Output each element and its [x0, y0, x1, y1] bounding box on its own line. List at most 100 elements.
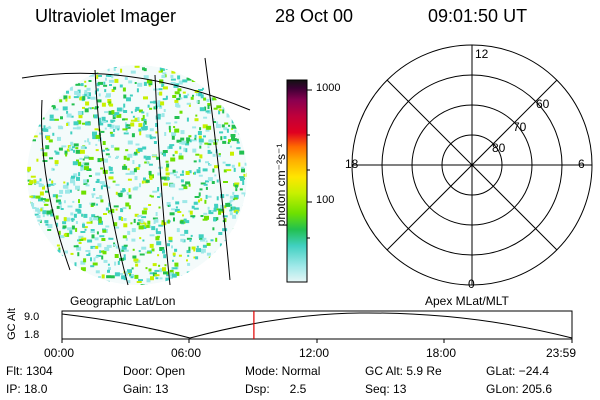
uv-speckle [104, 158, 108, 163]
uv-speckle [107, 269, 110, 273]
uv-speckle [36, 283, 42, 285]
uv-speckle [84, 166, 89, 171]
uv-speckle [77, 74, 80, 79]
door-readout: Door: Open [123, 364, 186, 378]
uv-speckle [191, 205, 195, 209]
uv-speckle [222, 94, 226, 97]
uv-speckle [182, 91, 186, 94]
uv-speckle [134, 186, 139, 189]
uv-speckle [243, 66, 247, 70]
uv-speckle [122, 118, 125, 121]
uv-speckle [245, 189, 247, 193]
uv-speckle [101, 274, 105, 279]
uv-speckle [86, 87, 91, 91]
uv-speckle [205, 180, 209, 183]
uv-speckle [178, 155, 184, 160]
uv-speckle [190, 215, 196, 218]
uv-speckle [106, 275, 112, 279]
uv-speckle [220, 67, 225, 70]
uv-speckle [182, 79, 188, 83]
uv-speckle [134, 274, 139, 279]
uv-speckle [133, 218, 136, 223]
uv-speckle [218, 210, 222, 215]
uv-speckle [246, 233, 247, 235]
uv-speckle [82, 226, 88, 229]
uv-speckle [233, 236, 237, 239]
uv-speckle [149, 234, 155, 237]
uv-speckle [29, 270, 32, 273]
uv-speckle [153, 141, 157, 144]
polar-grid [351, 44, 593, 286]
uv-speckle [241, 270, 246, 275]
geo-grid [21, 57, 251, 286]
uv-speckle [108, 245, 112, 248]
uv-speckle [101, 238, 106, 241]
uv-speckle [218, 267, 221, 272]
uv-speckle [159, 91, 163, 96]
uv-speckle [182, 214, 184, 217]
uv-speckle [132, 115, 135, 118]
uv-speckle [230, 82, 236, 87]
uv-speckle [176, 228, 180, 233]
uv-speckle [127, 153, 133, 158]
uv-speckle [246, 201, 247, 204]
uv-speckle [218, 153, 221, 156]
uv-speckle [224, 122, 229, 125]
uv-speckle [98, 121, 104, 126]
uv-speckle [49, 65, 52, 70]
mlat-label-80: 80 [492, 141, 506, 155]
uv-speckle [206, 252, 211, 256]
uv-speckle [235, 207, 240, 212]
uv-speckle [116, 113, 122, 118]
uv-speckle [161, 113, 165, 118]
uv-speckle [174, 91, 180, 95]
uv-speckle [239, 176, 245, 178]
uv-speckle [51, 252, 54, 256]
uv-speckle [53, 118, 59, 121]
uv-speckle [120, 249, 126, 252]
uv-speckle [155, 115, 161, 120]
uv-speckle [100, 199, 104, 203]
uv-speckle [129, 94, 133, 97]
uv-speckle [212, 118, 215, 121]
uv-speckle [240, 213, 245, 217]
uv-speckle [174, 128, 180, 133]
uv-speckle [61, 281, 67, 285]
glon-readout: GLon: 205.6 [486, 382, 553, 396]
uv-speckle [113, 66, 116, 71]
uv-speckle [102, 229, 107, 233]
uv-speckle [117, 128, 120, 131]
uv-speckle [155, 218, 159, 223]
uv-speckle [137, 82, 143, 87]
uv-speckle [70, 131, 73, 135]
uv-speckle [243, 223, 247, 226]
uv-speckle [194, 134, 197, 138]
uv-speckle [92, 131, 97, 136]
uv-speckle [58, 126, 64, 130]
uv-speckle [48, 93, 51, 98]
uv-speckle [70, 115, 74, 118]
uv-speckle [194, 196, 200, 198]
uv-speckle [205, 186, 208, 190]
uv-speckle [237, 247, 242, 251]
uv-speckle [42, 160, 48, 162]
uv-speckle [154, 269, 160, 272]
uv-speckle [58, 147, 63, 151]
uv-speckle [232, 252, 235, 257]
uv-speckle [44, 220, 49, 224]
uv-speckle [198, 135, 202, 139]
uv-speckle [243, 222, 247, 227]
uv-speckle [242, 181, 245, 185]
uv-speckle [38, 197, 43, 202]
uv-speckle [181, 170, 184, 174]
uv-speckle [224, 127, 228, 131]
uv-speckle [99, 158, 104, 162]
uv-speckle [30, 175, 36, 178]
uv-speckle [149, 243, 154, 248]
uv-speckle [91, 202, 96, 206]
uv-speckle [156, 241, 162, 246]
uv-speckle [122, 257, 126, 261]
colorbar [286, 79, 308, 283]
uv-speckle [230, 151, 234, 156]
uv-speckle [198, 199, 200, 203]
